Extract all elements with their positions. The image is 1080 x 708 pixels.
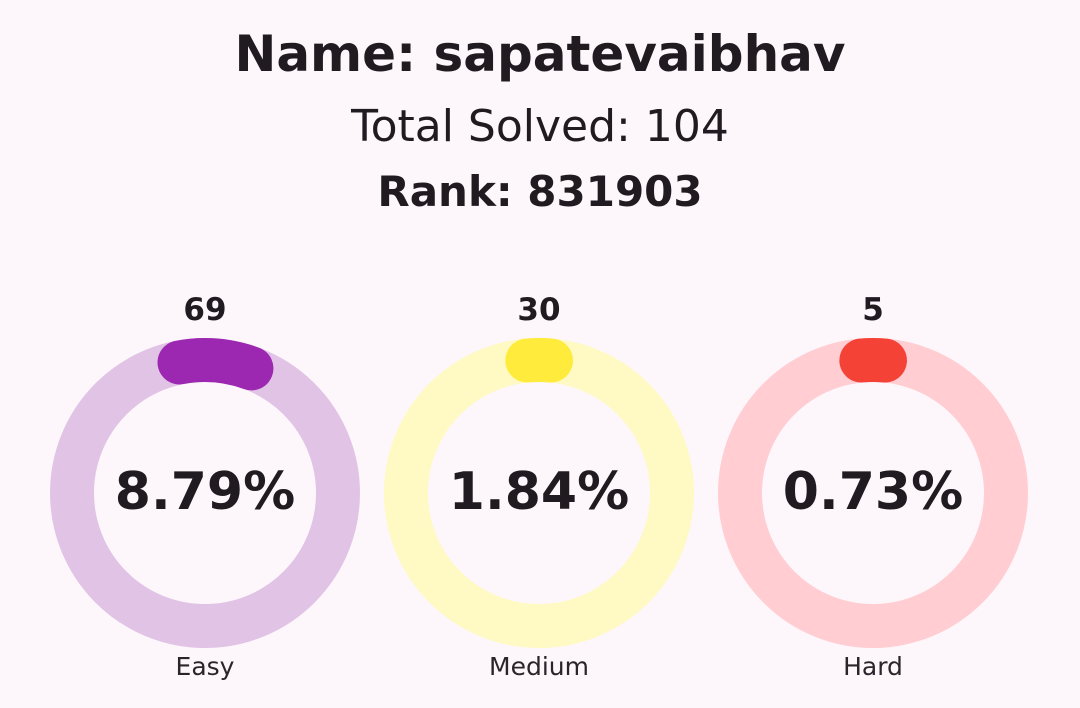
profile-name: Name: sapatevaibhav bbox=[234, 25, 846, 83]
total-solved: Total Solved: 104 bbox=[351, 101, 729, 152]
rank: Rank: 831903 bbox=[377, 167, 703, 216]
medium-progress-card: 30 1.84% Medium bbox=[372, 288, 706, 688]
hard-label: Hard bbox=[843, 652, 903, 681]
medium-label: Medium bbox=[489, 652, 589, 681]
hard-progress-ring bbox=[718, 338, 1028, 648]
hard-ring-progress bbox=[718, 338, 1028, 648]
easy-progress-ring bbox=[50, 338, 360, 648]
hard-percent: 0.73% bbox=[782, 462, 964, 522]
hard-progress-card: 5 0.73% Hard bbox=[706, 288, 1040, 688]
medium-percent: 1.84% bbox=[448, 462, 630, 522]
easy-progress-card: 69 8.79% Easy bbox=[38, 288, 372, 688]
medium-count: 30 bbox=[517, 292, 561, 328]
easy-percent: 8.79% bbox=[114, 462, 296, 522]
medium-ring-progress bbox=[384, 338, 694, 648]
easy-label: Easy bbox=[175, 652, 235, 681]
medium-progress-ring bbox=[384, 338, 694, 648]
hard-count: 5 bbox=[862, 292, 884, 328]
easy-count: 69 bbox=[183, 292, 227, 328]
easy-ring-progress bbox=[50, 338, 360, 648]
